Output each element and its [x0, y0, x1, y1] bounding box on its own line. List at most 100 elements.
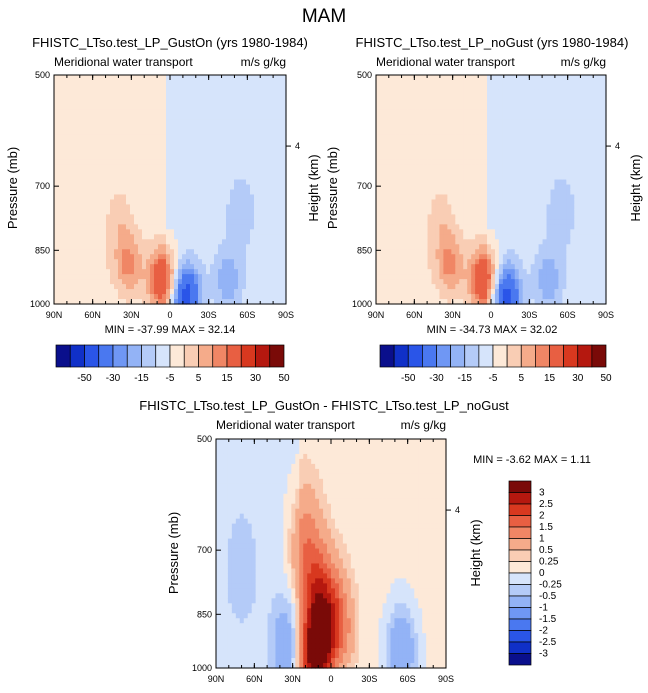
field-cell — [455, 189, 460, 196]
field-cell — [443, 104, 448, 111]
field-cell — [154, 204, 159, 211]
field-cell — [383, 104, 389, 111]
field-cell — [435, 274, 441, 280]
field-cell — [90, 94, 95, 101]
field-cell — [419, 189, 425, 196]
field-cell — [258, 159, 263, 166]
field-cell — [174, 144, 179, 151]
field-cell — [423, 269, 429, 275]
field-cell — [214, 289, 219, 295]
field-cell — [154, 174, 159, 181]
field-cell — [250, 239, 255, 245]
field-cell — [230, 144, 235, 151]
field-cell — [562, 134, 567, 141]
field-cell — [262, 154, 267, 161]
field-cell — [86, 249, 91, 255]
field-cell — [419, 134, 425, 141]
field-cell — [530, 244, 536, 250]
field-cell — [506, 294, 512, 300]
field-cell — [455, 119, 460, 126]
field-cell — [94, 239, 99, 245]
field-cell — [102, 279, 107, 285]
field-cell — [491, 299, 496, 305]
field-cell — [54, 89, 59, 96]
field-cell — [134, 94, 139, 101]
field-cell — [162, 284, 167, 290]
field-cell — [522, 109, 528, 116]
field-cell — [399, 169, 405, 176]
field-cell — [134, 154, 139, 161]
field-cell — [439, 114, 445, 121]
field-cell — [403, 204, 409, 211]
field-cell — [526, 99, 532, 106]
field-cell — [435, 169, 441, 176]
field-cell — [86, 154, 91, 161]
subtitle-left: Meridional water transport — [376, 55, 515, 69]
field-cell — [114, 169, 119, 176]
field-cell — [475, 94, 480, 101]
field-cell — [554, 99, 560, 106]
field-cell — [102, 114, 107, 121]
field-cell — [379, 209, 385, 215]
field-cell — [415, 269, 421, 275]
field-cell — [234, 294, 239, 300]
field-cell — [174, 254, 179, 260]
field-cell — [435, 259, 441, 265]
field-cell — [514, 259, 520, 265]
field-cell — [182, 159, 187, 166]
field-cell — [86, 244, 91, 250]
field-cell — [387, 124, 393, 131]
field-cell — [138, 119, 143, 126]
field-cell — [562, 79, 567, 86]
field-cell — [459, 214, 464, 220]
field-cell — [206, 249, 211, 255]
field-cell — [134, 164, 139, 171]
field-cell — [463, 284, 468, 290]
field-cell — [514, 214, 520, 220]
field-cell — [142, 239, 147, 245]
field-cell — [250, 209, 255, 215]
field-cell — [250, 244, 255, 250]
field-cell — [98, 184, 103, 191]
field-cell — [118, 119, 123, 126]
field-cell — [403, 174, 409, 181]
field-cell — [270, 249, 275, 255]
field-cell — [198, 219, 203, 225]
field-cell — [138, 224, 143, 230]
field-cell — [550, 284, 556, 290]
field-cell — [262, 184, 267, 191]
field-cell — [178, 179, 183, 186]
field-cell — [395, 149, 401, 156]
field-cell — [387, 154, 393, 161]
field-cell — [431, 259, 437, 265]
field-cell — [376, 294, 381, 300]
field-cell — [166, 279, 171, 285]
field-cell — [494, 149, 500, 156]
field-cell — [78, 279, 83, 285]
field-cell — [234, 204, 239, 211]
field-cell — [494, 104, 500, 111]
field-cell — [234, 124, 239, 131]
field-cell — [58, 94, 63, 101]
field-cell — [376, 124, 381, 131]
field-cell — [146, 174, 151, 181]
field-cell — [194, 174, 199, 181]
field-cell — [186, 264, 191, 270]
field-cell — [162, 134, 167, 141]
field-cell — [491, 279, 496, 285]
field-cell — [106, 294, 111, 300]
field-cell — [447, 174, 452, 181]
field-cell — [258, 289, 263, 295]
field-cell — [391, 289, 397, 295]
field-cell — [479, 269, 484, 275]
field-cell — [186, 149, 191, 156]
field-cell — [467, 179, 472, 186]
field-cell — [154, 119, 159, 126]
field-cell — [222, 214, 227, 220]
field-cell — [542, 259, 548, 265]
field-cell — [538, 284, 544, 290]
field-cell — [395, 194, 401, 201]
field-cell — [502, 179, 508, 186]
field-cell — [174, 75, 179, 81]
field-cell — [526, 204, 532, 211]
